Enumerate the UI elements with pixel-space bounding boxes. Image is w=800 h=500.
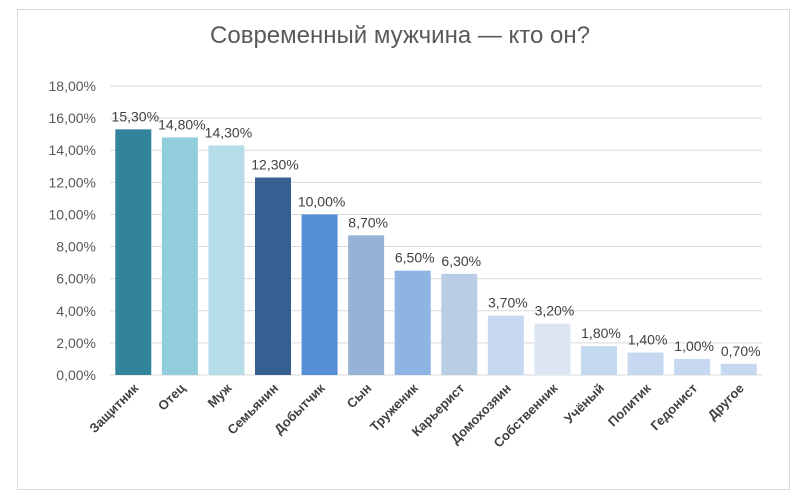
- data-label: 1,00%: [674, 338, 714, 354]
- bar: [255, 177, 291, 375]
- data-label: 8,70%: [348, 214, 388, 230]
- y-tick-label: 12,00%: [49, 174, 96, 190]
- x-tick-label: Учёный: [561, 381, 607, 427]
- data-label: 1,80%: [581, 325, 621, 341]
- bar: [394, 270, 431, 375]
- y-tick-label: 10,00%: [49, 206, 96, 222]
- data-label: 15,30%: [112, 108, 159, 124]
- y-tick-label: 6,00%: [56, 271, 96, 287]
- bar: [115, 129, 152, 375]
- y-tick-label: 14,00%: [49, 142, 96, 158]
- x-tick-label: Добытчик: [271, 380, 328, 437]
- x-tick-label: Гедонист: [648, 381, 701, 434]
- bar: [348, 235, 385, 375]
- chart-title: Современный мужчина — кто он?: [210, 22, 590, 49]
- y-tick-label: 0,00%: [56, 367, 96, 383]
- data-label: 0,70%: [721, 343, 761, 359]
- data-label: 6,50%: [395, 250, 435, 266]
- y-tick-label: 16,00%: [49, 110, 96, 126]
- x-tick-label: Защитник: [86, 380, 142, 436]
- y-tick-label: 18,00%: [49, 78, 96, 94]
- data-label: 3,70%: [488, 295, 528, 311]
- bar: [161, 137, 198, 375]
- x-tick-label: Политик: [605, 380, 654, 429]
- y-tick-label: 4,00%: [56, 303, 96, 319]
- data-label: 14,80%: [158, 116, 205, 132]
- data-label: 12,30%: [251, 157, 298, 173]
- x-tick-label: Другое: [705, 381, 747, 423]
- bar: [581, 346, 617, 375]
- bar: [534, 323, 571, 375]
- x-tick-label: Отец: [155, 381, 188, 414]
- data-label: 6,30%: [441, 253, 481, 269]
- data-label: 3,20%: [535, 303, 575, 319]
- bar: [487, 315, 524, 375]
- x-tick-label: Муж: [205, 380, 236, 411]
- data-label: 1,40%: [628, 332, 668, 348]
- data-label: 14,30%: [205, 124, 252, 140]
- bar: [208, 145, 245, 375]
- bar: [627, 352, 664, 375]
- data-label: 10,00%: [298, 193, 345, 209]
- y-tick-label: 8,00%: [56, 239, 96, 255]
- bar: [301, 214, 338, 375]
- x-tick-label: Сын: [344, 381, 375, 412]
- y-tick-label: 2,00%: [56, 335, 96, 351]
- bar: [674, 358, 711, 375]
- chart-frame: [17, 9, 790, 490]
- bar: [720, 363, 757, 375]
- bar: [441, 273, 478, 375]
